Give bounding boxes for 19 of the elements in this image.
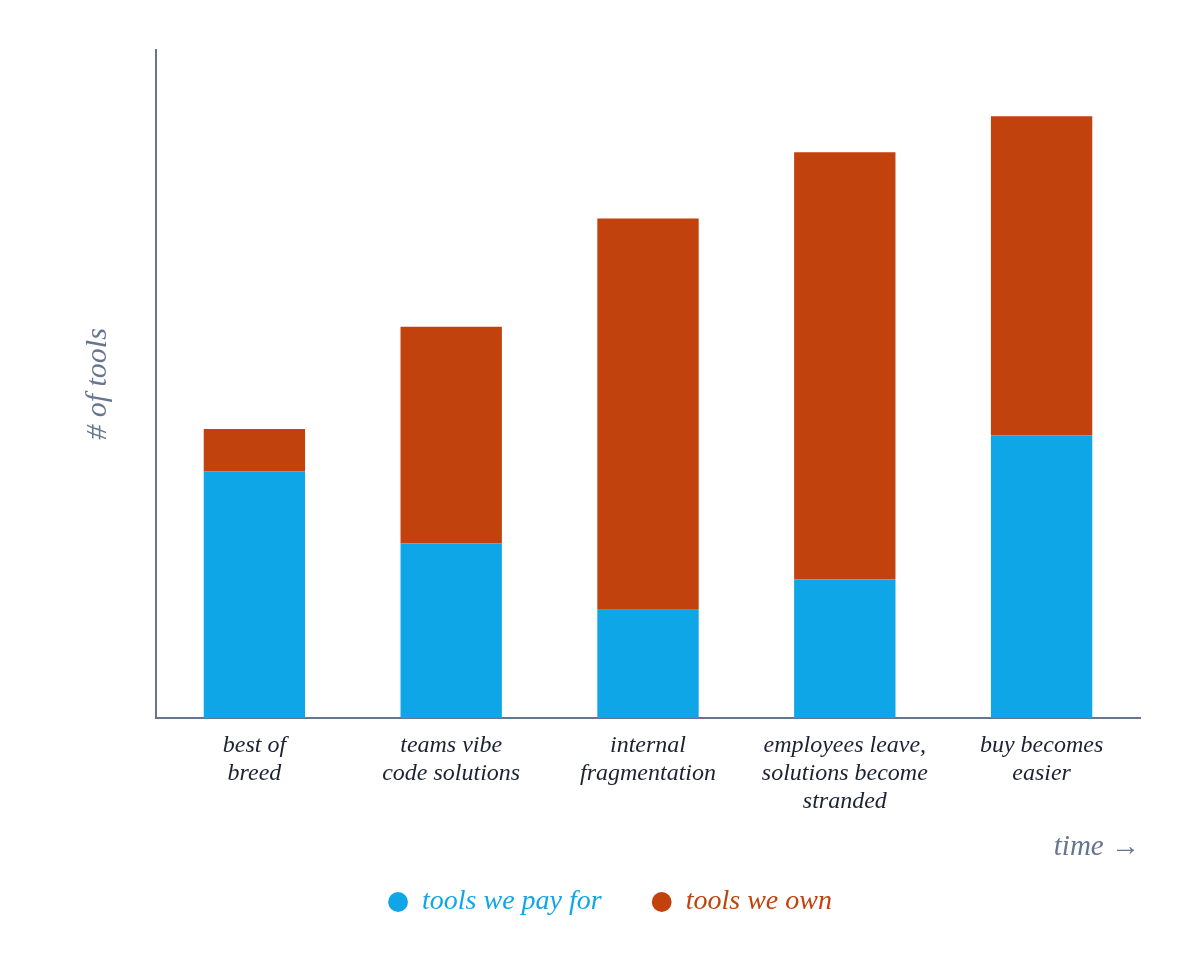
bar	[990, 116, 1093, 436]
x-axis-title: time →	[1053, 829, 1140, 862]
x-tick-label: internal fragmentation	[580, 731, 716, 786]
bar	[400, 326, 502, 544]
bar	[597, 218, 699, 610]
bar	[597, 609, 699, 718]
bar	[794, 579, 896, 718]
y-axis-title: # of tools	[78, 328, 112, 440]
bar	[794, 152, 896, 580]
x-tick-label: teams vibe code solutions	[382, 731, 521, 786]
bar	[400, 543, 502, 718]
legend-label: tools we pay for	[422, 884, 602, 916]
x-tick-label: employees leave, solutions become stranded	[761, 731, 929, 814]
x-tick-label: best of breed	[222, 731, 290, 786]
bar	[203, 471, 306, 718]
bar	[990, 435, 1093, 718]
bar	[203, 429, 306, 472]
x-tick-label: buy becomes easier	[979, 731, 1104, 786]
legend-label: tools we own	[685, 884, 832, 916]
